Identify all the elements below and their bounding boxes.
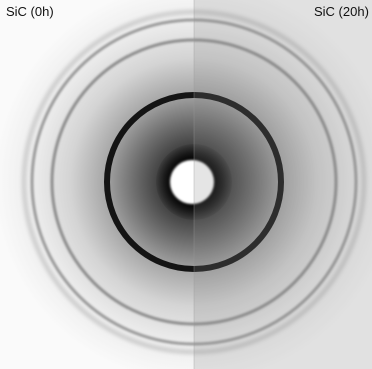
left-panel-label: SiC (0h) <box>6 4 54 19</box>
right-half-tint <box>194 0 372 369</box>
right-panel-label: SiC (20h) <box>314 4 369 19</box>
central-beam-spot <box>170 160 214 204</box>
